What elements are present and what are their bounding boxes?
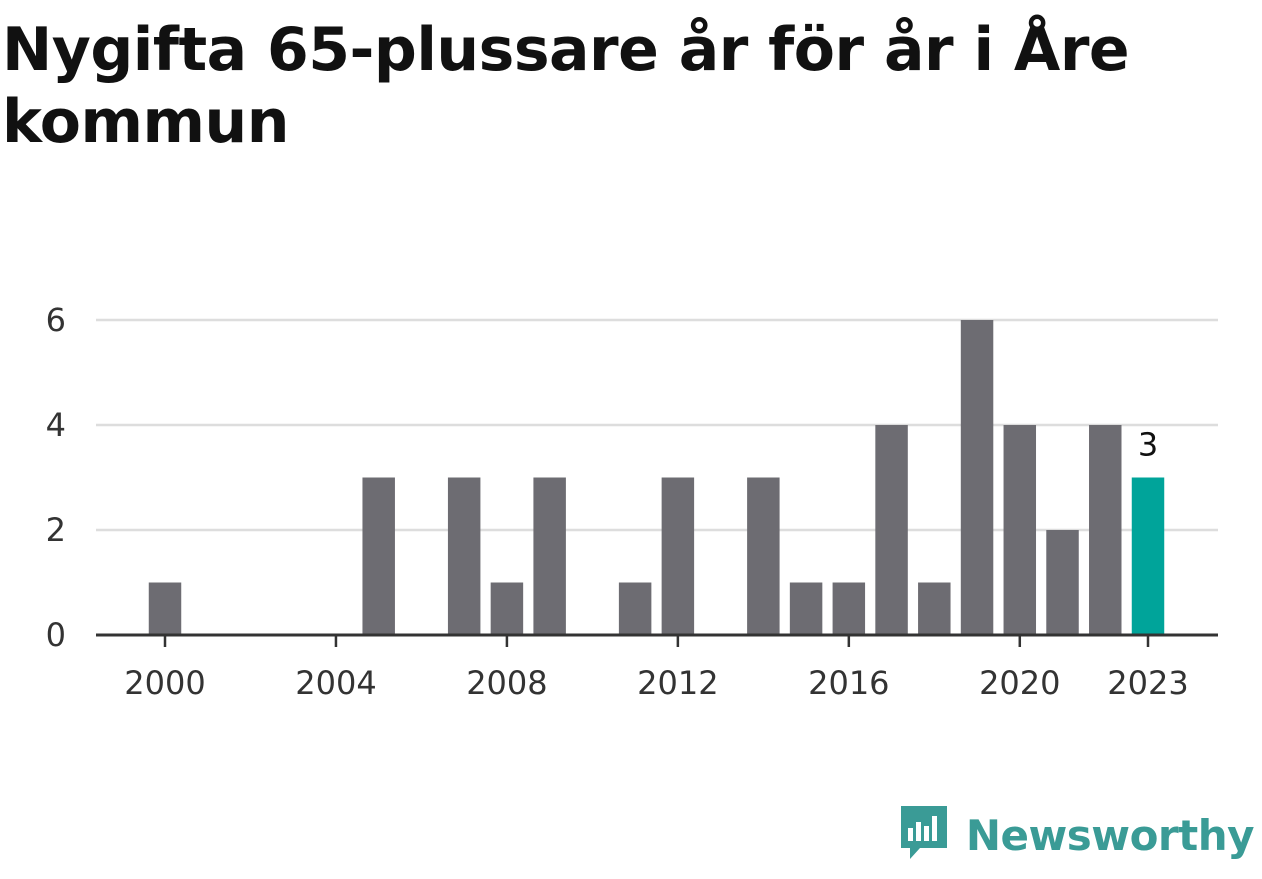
y-tick-label: 2 <box>46 511 66 549</box>
x-tick-label: 2012 <box>637 664 718 702</box>
bar <box>533 477 566 635</box>
x-tick-label: 2023 <box>1107 664 1188 702</box>
bar <box>362 477 395 635</box>
bar <box>661 477 695 635</box>
newsworthy-logo-icon <box>898 803 950 867</box>
bar <box>618 582 652 635</box>
bars <box>148 320 1165 635</box>
bar <box>789 582 823 635</box>
chart-title: Nygifta 65-plussare år för år i Åre komm… <box>2 15 1130 157</box>
bar <box>447 477 481 635</box>
y-tick-label: 4 <box>46 406 66 444</box>
bar <box>1003 425 1037 635</box>
bar <box>747 477 780 635</box>
brand: Newsworthy <box>898 803 1255 867</box>
y-tick-label: 6 <box>46 301 66 339</box>
x-tick-label: 2008 <box>466 664 547 702</box>
y-tick-label: 0 <box>46 616 66 654</box>
labels: 0 2 4 6 2000 2004 2008 2012 2016 2020 2023 3 <box>46 301 1189 702</box>
brand-name: Newsworthy <box>965 810 1255 860</box>
data-label-highlight: 3 <box>1138 426 1158 464</box>
x-tick-label: 2000 <box>124 664 205 702</box>
x-tick-label: 2016 <box>808 664 889 702</box>
x-tick-label: 2004 <box>295 664 376 702</box>
bar <box>918 582 951 635</box>
bar <box>490 582 524 635</box>
bar <box>960 320 994 635</box>
x-tick-label: 2020 <box>979 664 1060 702</box>
axes <box>96 633 1218 647</box>
bar <box>875 425 908 635</box>
bar <box>1046 530 1079 635</box>
gridlines <box>96 318 1218 532</box>
bar <box>1089 425 1122 635</box>
bar-highlighted <box>1131 477 1165 635</box>
bar <box>832 582 866 635</box>
bar <box>148 582 182 635</box>
